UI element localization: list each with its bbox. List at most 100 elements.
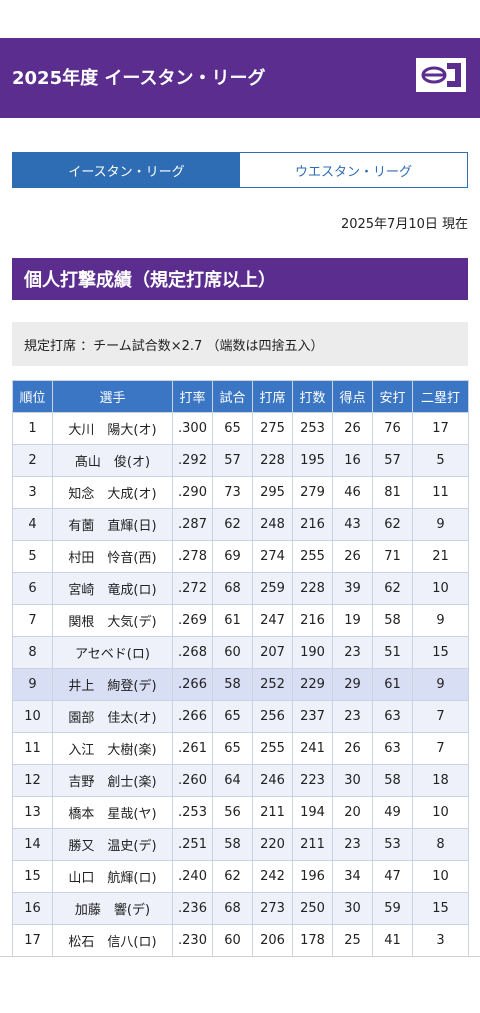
cell-player-name[interactable]: 髙山 俊(オ) (52, 444, 173, 477)
cell-avg: .236 (172, 892, 213, 925)
cell-rank: 10 (12, 700, 53, 733)
table-row: 6 宮崎 竜成(ロ) .272 68 259 228 39 62 10 (12, 572, 469, 605)
cell-ab: 241 (292, 732, 333, 765)
cell-doubles: 9 (412, 668, 469, 701)
cell-rank: 2 (12, 444, 53, 477)
tab-eastern-league[interactable]: イースタン・リーグ (13, 153, 240, 187)
table-row: 17 松石 信八(ロ) .230 60 206 178 25 41 3 (12, 924, 469, 957)
cell-doubles: 18 (412, 764, 469, 797)
eastern-league-logo-icon[interactable] (416, 58, 466, 92)
cell-doubles: 7 (412, 700, 469, 733)
table-row: 9 井上 絢登(デ) .266 58 252 229 29 61 9 (12, 668, 469, 701)
header-games: 試合 (212, 380, 253, 413)
header-player: 選手 (52, 380, 173, 413)
cell-runs: 34 (332, 860, 373, 893)
cell-player-name[interactable]: 有薗 直輝(日) (52, 508, 173, 541)
cell-games: 58 (212, 828, 253, 861)
table-row: 7 関根 大気(デ) .269 61 247 216 19 58 9 (12, 604, 469, 637)
cell-rank: 9 (12, 668, 53, 701)
batting-stats-table: 順位 選手 打率 試合 打席 打数 得点 安打 二塁打 1 大川 陽大(オ) .30… (12, 380, 469, 957)
table-row: 14 勝又 温史(デ) .251 58 220 211 23 53 8 (12, 828, 469, 861)
cell-player-name[interactable]: 勝又 温史(デ) (52, 828, 173, 861)
cell-avg: .251 (172, 828, 213, 861)
cell-games: 65 (212, 700, 253, 733)
cell-ab: 255 (292, 540, 333, 573)
cell-player-name[interactable]: 知念 大成(オ) (52, 476, 173, 509)
cell-ab: 190 (292, 636, 333, 669)
cell-ab: 279 (292, 476, 333, 509)
cell-player-name[interactable]: 井上 絢登(デ) (52, 668, 173, 701)
cell-hits: 63 (372, 700, 413, 733)
cell-player-name[interactable]: 松石 信八(ロ) (52, 924, 173, 957)
cell-doubles: 10 (412, 796, 469, 829)
cell-ab: 250 (292, 892, 333, 925)
cell-avg: .269 (172, 604, 213, 637)
cell-player-name[interactable]: アセベド(ロ) (52, 636, 173, 669)
table-row: 15 山口 航輝(ロ) .240 62 242 196 34 47 10 (12, 860, 469, 893)
cell-pa: 295 (252, 476, 293, 509)
cell-doubles: 15 (412, 636, 469, 669)
cell-runs: 23 (332, 700, 373, 733)
cell-player-name[interactable]: 園部 佳太(オ) (52, 700, 173, 733)
cell-runs: 16 (332, 444, 373, 477)
cell-runs: 46 (332, 476, 373, 509)
cell-runs: 23 (332, 828, 373, 861)
cell-avg: .266 (172, 700, 213, 733)
cell-avg: .300 (172, 412, 213, 445)
table-row: 1 大川 陽大(オ) .300 65 275 253 26 76 17 (12, 412, 469, 445)
cell-runs: 25 (332, 924, 373, 957)
cell-pa: 274 (252, 540, 293, 573)
cell-hits: 51 (372, 636, 413, 669)
cell-doubles: 9 (412, 508, 469, 541)
cell-pa: 220 (252, 828, 293, 861)
cell-player-name[interactable]: 吉野 創士(楽) (52, 764, 173, 797)
cell-games: 56 (212, 796, 253, 829)
cell-avg: .230 (172, 924, 213, 957)
cell-player-name[interactable]: 大川 陽大(オ) (52, 412, 173, 445)
header-avg: 打率 (172, 380, 213, 413)
table-row: 8 アセベド(ロ) .268 60 207 190 23 51 15 (12, 636, 469, 669)
cell-pa: 256 (252, 700, 293, 733)
cell-player-name[interactable]: 加藤 響(デ) (52, 892, 173, 925)
cell-avg: .253 (172, 796, 213, 829)
cell-doubles: 9 (412, 604, 469, 637)
cell-player-name[interactable]: 宮崎 竜成(ロ) (52, 572, 173, 605)
cell-avg: .272 (172, 572, 213, 605)
cell-hits: 59 (372, 892, 413, 925)
cell-hits: 81 (372, 476, 413, 509)
cell-games: 62 (212, 508, 253, 541)
cell-rank: 12 (12, 764, 53, 797)
cell-games: 68 (212, 572, 253, 605)
cell-hits: 41 (372, 924, 413, 957)
cell-rank: 11 (12, 732, 53, 765)
cell-rank: 16 (12, 892, 53, 925)
cell-doubles: 5 (412, 444, 469, 477)
cell-pa: 248 (252, 508, 293, 541)
cell-player-name[interactable]: 山口 航輝(ロ) (52, 860, 173, 893)
cell-hits: 47 (372, 860, 413, 893)
cell-player-name[interactable]: 橋本 星哉(ヤ) (52, 796, 173, 829)
header-rank: 順位 (12, 380, 53, 413)
table-row: 3 知念 大成(オ) .290 73 295 279 46 81 11 (12, 476, 469, 509)
cell-doubles: 8 (412, 828, 469, 861)
cell-rank: 8 (12, 636, 53, 669)
cell-games: 62 (212, 860, 253, 893)
cell-player-name[interactable]: 関根 大気(デ) (52, 604, 173, 637)
cell-runs: 30 (332, 892, 373, 925)
table-row: 12 吉野 創士(楽) .260 64 246 223 30 58 18 (12, 764, 469, 797)
cell-pa: 255 (252, 732, 293, 765)
table-row: 13 橋本 星哉(ヤ) .253 56 211 194 20 49 10 (12, 796, 469, 829)
cell-rank: 5 (12, 540, 53, 573)
cell-games: 57 (212, 444, 253, 477)
cell-player-name[interactable]: 入江 大樹(楽) (52, 732, 173, 765)
table-row: 10 園部 佳太(オ) .266 65 256 237 23 63 7 (12, 700, 469, 733)
cell-rank: 6 (12, 572, 53, 605)
cell-hits: 76 (372, 412, 413, 445)
cell-games: 69 (212, 540, 253, 573)
cell-player-name[interactable]: 村田 怜音(西) (52, 540, 173, 573)
tab-western-league[interactable]: ウエスタン・リーグ (240, 153, 467, 187)
cell-avg: .260 (172, 764, 213, 797)
cell-avg: .287 (172, 508, 213, 541)
cell-runs: 19 (332, 604, 373, 637)
cell-pa: 246 (252, 764, 293, 797)
